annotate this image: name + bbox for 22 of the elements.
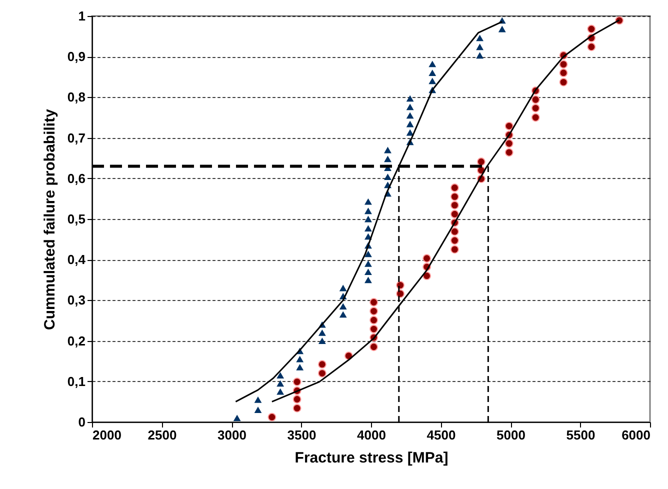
x-tick-label: 2500 bbox=[148, 428, 177, 442]
x-tick-label: 5000 bbox=[496, 428, 526, 442]
y-tick-label: 0,9 bbox=[67, 49, 86, 64]
y-tick-label: 0 bbox=[78, 414, 86, 430]
x-axis-title: Fracture stress [MPa] bbox=[294, 450, 448, 466]
y-tick-label: 1 bbox=[78, 8, 86, 24]
x-tick-label: 3500 bbox=[287, 428, 316, 442]
x-tick-label: 5500 bbox=[566, 428, 596, 442]
y-tick-label: 0,4 bbox=[67, 252, 86, 268]
x-tick-label: 6000 bbox=[622, 428, 650, 442]
y-tick-label: 0,7 bbox=[67, 130, 86, 146]
x-tick-label: 4000 bbox=[357, 428, 386, 442]
x-tick-label: 2000 bbox=[92, 428, 122, 442]
x-tick-label: 3000 bbox=[218, 428, 246, 442]
y-tick-label: 0,8 bbox=[67, 90, 86, 105]
y-tick-label: 0,5 bbox=[67, 212, 86, 226]
y-tick-label: 0,6 bbox=[67, 170, 86, 186]
y-tick-label: 0,2 bbox=[67, 333, 86, 348]
y-tick-label: 0,3 bbox=[67, 292, 86, 308]
y-axis-title: Cummulated failure probability bbox=[41, 108, 58, 330]
x-tick-label: 4500 bbox=[426, 428, 456, 442]
y-tick-label: 0,1 bbox=[67, 374, 86, 389]
